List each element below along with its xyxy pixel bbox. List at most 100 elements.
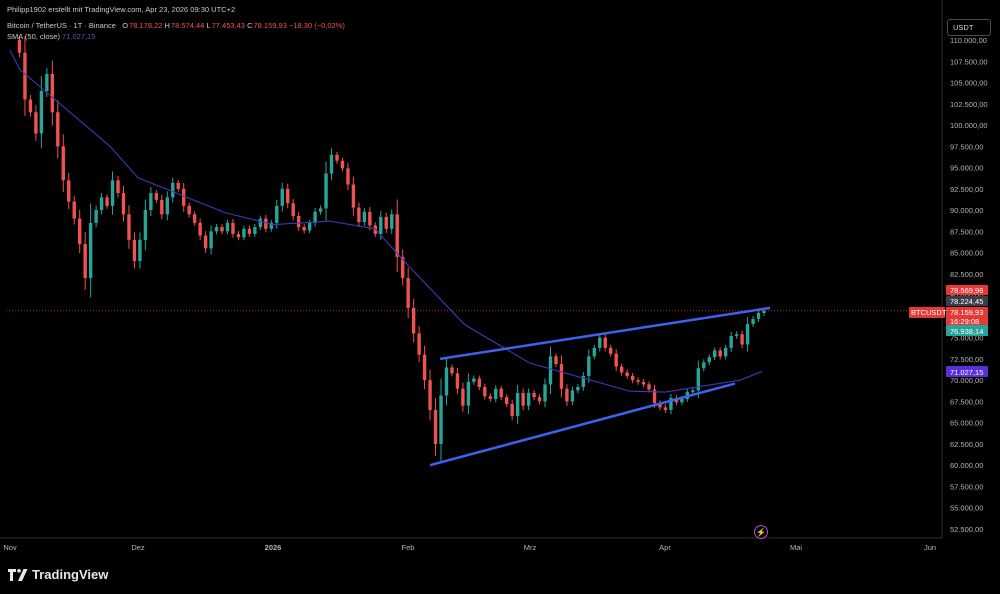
candle-body [472,378,476,382]
y-tick-label: 102.500,00 [950,100,988,109]
candle-body [209,231,213,249]
x-tick-label: 2026 [265,543,282,552]
candle-body [505,397,509,404]
candle-body [384,216,388,229]
x-tick-label: Dez [131,543,145,552]
y-tick-label: 110.000,00 [950,36,987,45]
candle-body [565,388,569,402]
candle-body [455,373,460,389]
y-tick-label: 82.500,00 [950,270,983,279]
candle-body [143,210,148,240]
candle-body [762,310,766,313]
candle-body [357,207,361,222]
currency-button[interactable]: USDT [947,19,991,36]
candle-body [258,218,263,228]
candle-body [641,381,646,385]
candle-body [603,337,607,348]
candle-body [422,354,427,381]
symbol-name[interactable]: Bitcoin / TetherUS · 1T · Binance [7,21,116,30]
candle-body [581,375,586,387]
high-price-box [946,285,988,295]
candle-body [50,74,55,113]
y-tick-label: 95.000,00 [950,164,983,173]
candle-body [466,381,471,406]
candles-group [17,35,766,461]
y-tick-label: 105.000,00 [950,79,988,88]
candle-body [45,74,49,92]
tradingview-logo: TradingView [8,567,108,582]
candle-body [406,278,410,308]
candle-body [669,398,673,410]
y-tick-label: 80.000,00 [950,291,983,300]
candle-body [411,307,416,334]
candle-body [647,384,651,390]
sma-legend[interactable]: SMA (50, close) 71.027,15 [7,32,95,41]
candle-body [543,384,547,402]
high-price-label: 78.569,96 [950,286,983,295]
candle-body [176,182,180,189]
candle-body [630,375,635,381]
candle-body [236,233,241,238]
candle-body [313,211,317,223]
open-value: 78.178,22 [129,21,163,30]
x-tick-label: Mai [790,543,802,552]
candle-body [203,235,208,249]
candle-body [247,228,252,234]
candle-body [154,193,159,200]
price-labels: 78.569,96 78.224,45 78.159,9316:29:0876.93… [909,285,988,377]
candle-body [77,218,82,245]
high-value: 78.574,44 [170,21,205,30]
candle-body [658,403,662,408]
candle-body [696,368,701,391]
y-tick-label: 62.500,00 [950,440,983,449]
candle-body [225,222,230,232]
sma-price-label: 71.027,15 [950,368,983,377]
candle-body [537,397,542,402]
candle-body [400,256,405,279]
candle-body [751,318,755,325]
candle-body [636,380,640,382]
candle-body [138,239,142,262]
candle-body [494,388,498,399]
candle-body [187,205,191,215]
candle-body [286,188,290,204]
candle-body [280,188,284,206]
candle-body [231,222,235,234]
last-price-label: 78.159,93 [950,308,983,317]
brand-name: TradingView [32,567,109,582]
candle-body [587,356,591,376]
candle-body [318,208,323,212]
candle-body [198,222,202,236]
lower-trendline [429,382,736,467]
candle-body [718,350,722,357]
candle-body [160,199,164,215]
candle-body [192,214,197,223]
candle-body [691,390,695,393]
candle-body [614,353,618,367]
candle-body [439,395,443,444]
candle-body [395,214,399,257]
lightning-icon[interactable]: ⚡ [754,525,768,539]
y-tick-label: 90.000,00 [950,206,983,215]
candle-body [745,324,750,345]
y-tick-label: 75.000,00 [950,334,983,343]
candle-body [570,390,575,402]
candle-body [729,335,733,348]
candle-body [390,214,394,229]
y-tick-label: 70.000,00 [950,376,983,385]
y-tick-label: 100.000,00 [950,121,988,130]
candle-body [296,216,301,228]
y-tick-label: 92.500,00 [950,185,983,194]
close-value: 78.159,93 [253,21,287,30]
candle-body [592,347,596,357]
symbol-tag-box [909,307,945,318]
candle-body [242,228,246,238]
candle-body [121,193,126,215]
candle-body [609,347,613,354]
y-tick-label: 67.500,00 [950,397,983,406]
candle-body [94,210,98,223]
y-tick-label: 87.500,00 [950,227,983,236]
candle-body [379,216,383,234]
candle-body [335,154,339,161]
